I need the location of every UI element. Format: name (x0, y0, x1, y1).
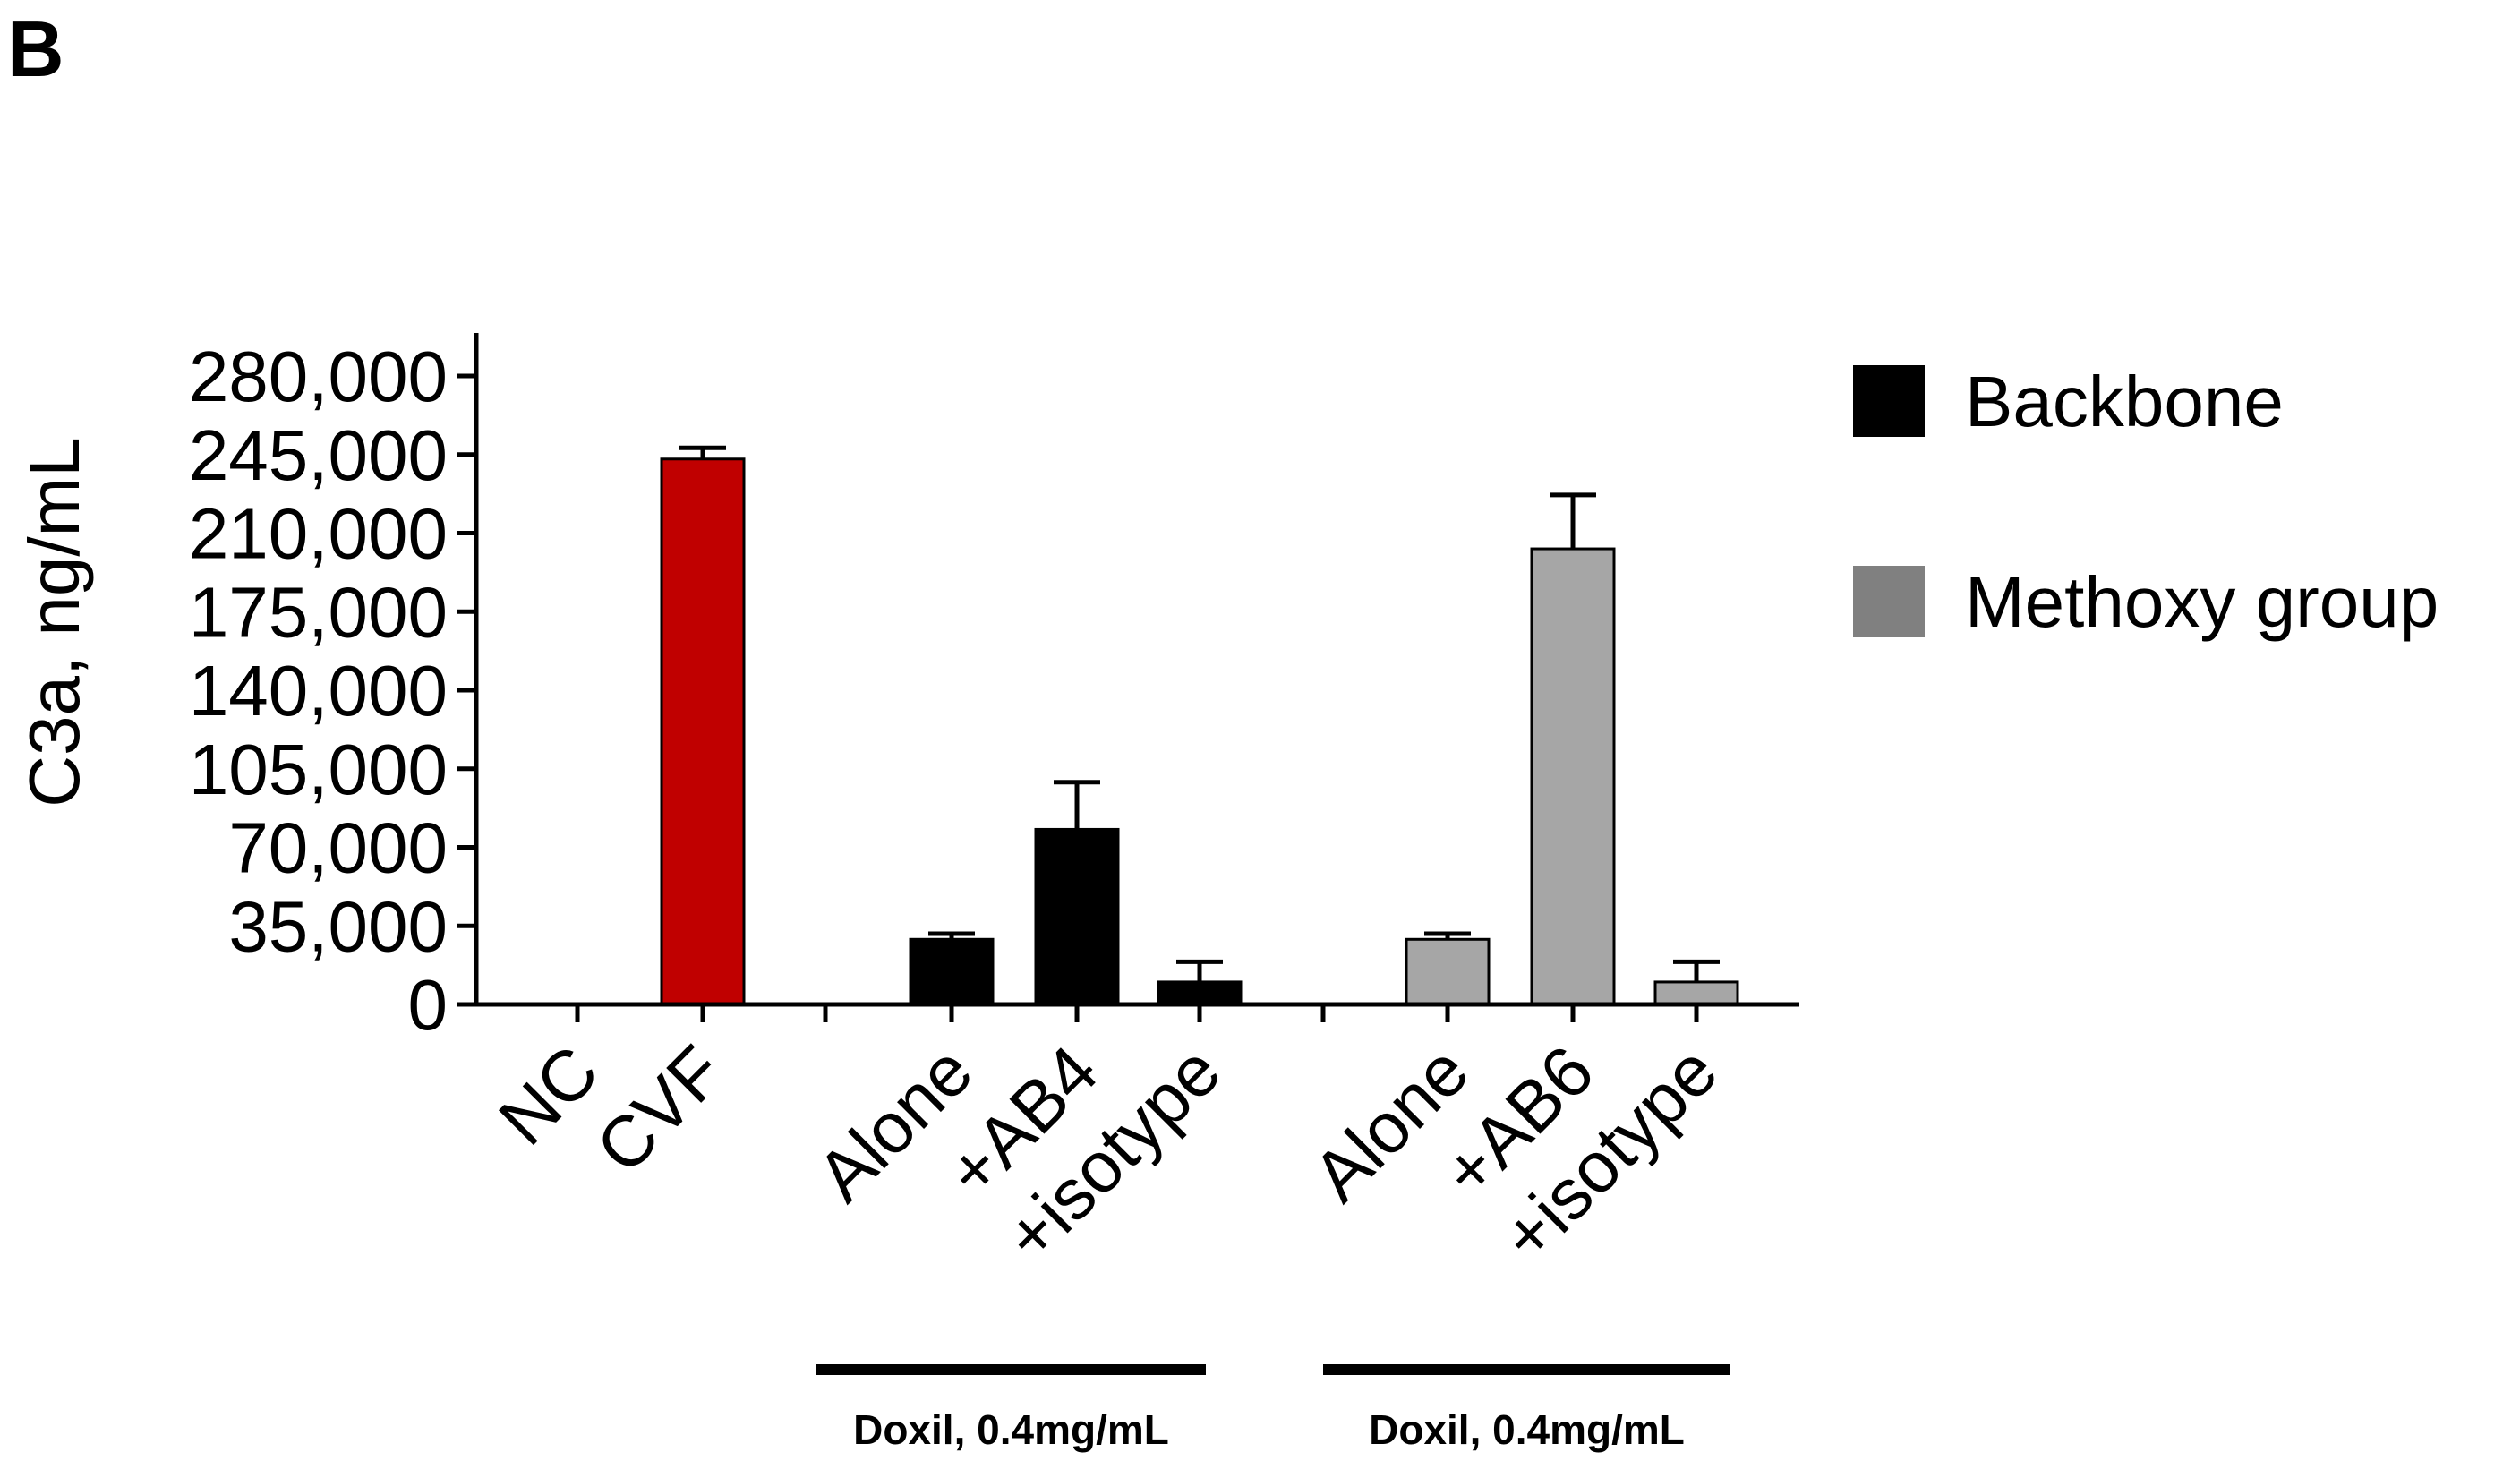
group-label: Doxil, 0.4mg/mL (1369, 1406, 1685, 1453)
bar (1405, 937, 1491, 1006)
y-axis-title: C3a, ng/mL (14, 437, 94, 807)
bar (660, 457, 746, 1006)
legend-label: Methoxy group (1965, 562, 2439, 642)
y-tick-label: 35,000 (228, 886, 448, 966)
y-tick-label: 210,000 (189, 494, 448, 574)
bar (1034, 827, 1120, 1006)
bar (1157, 980, 1243, 1006)
bar (1530, 547, 1616, 1006)
y-tick-label: 0 (408, 965, 448, 1045)
y-tick-label: 245,000 (189, 415, 448, 495)
y-tick-label: 175,000 (189, 572, 448, 652)
y-tick-label: 105,000 (189, 730, 448, 809)
x-tick-label: Alone (801, 1030, 987, 1217)
legend-swatch (1853, 365, 1925, 437)
y-tick-label: 280,000 (189, 337, 448, 416)
y-tick-label: 70,000 (228, 808, 448, 888)
legend-label: Backbone (1965, 362, 2284, 441)
x-tick-label: Alone (1297, 1030, 1483, 1217)
y-tick-label: 140,000 (189, 651, 448, 730)
legend-swatch (1853, 566, 1925, 637)
bar (909, 937, 995, 1006)
group-label: Doxil, 0.4mg/mL (853, 1406, 1169, 1453)
bar (1653, 980, 1739, 1006)
panel-label: B (7, 4, 64, 93)
x-tick-label: CVF (581, 1030, 739, 1188)
